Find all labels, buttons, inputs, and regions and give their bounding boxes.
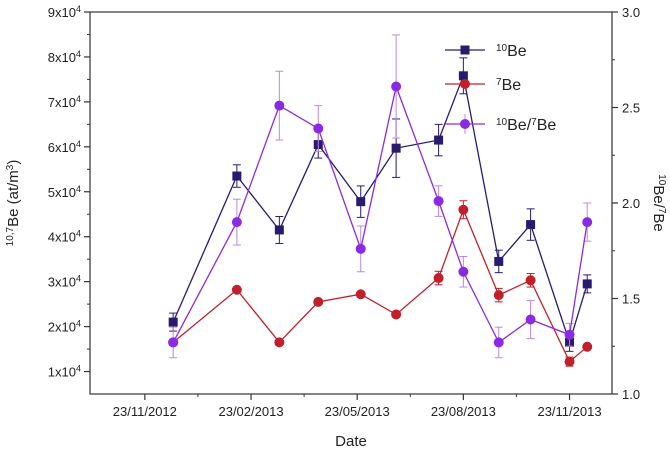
data-point <box>582 341 593 352</box>
data-point <box>168 337 179 348</box>
data-point <box>231 217 242 228</box>
series-1 <box>168 57 592 352</box>
legend-entry-2: 7Be <box>445 77 521 95</box>
series-3 <box>168 34 593 359</box>
y-left-tick-label: 6x104 <box>48 139 81 155</box>
y-right-tick-label: 3.0 <box>622 5 640 20</box>
series-2 <box>168 200 593 367</box>
data-point <box>274 337 285 348</box>
data-point <box>391 143 401 153</box>
data-point <box>494 256 504 266</box>
y-axis-left-title: 10,7Be (at/m3) <box>5 160 23 247</box>
plot-frame <box>89 11 613 395</box>
data-point <box>313 296 324 307</box>
data-point <box>458 266 469 277</box>
y-left-tick-label: 9x104 <box>48 4 81 20</box>
data-point <box>526 220 536 230</box>
x-axis-title: Date <box>335 433 367 450</box>
data-point <box>274 100 285 111</box>
y-right-tick-label: 1.0 <box>622 387 640 402</box>
legend-label: 10Be <box>496 43 527 61</box>
y-left-tick-label: 3x104 <box>48 274 81 290</box>
data-point <box>433 196 444 207</box>
x-tick-label: 23/05/2013 <box>325 404 390 419</box>
data-point <box>564 329 575 340</box>
x-tick-label: 23/08/2013 <box>431 404 496 419</box>
data-point <box>434 135 444 145</box>
y-axis-right-title: 10Be/7Be <box>650 174 668 232</box>
legend-marker <box>460 45 470 55</box>
legend-label: 10Be/7Be <box>496 117 556 135</box>
y-right-tick-label: 1.5 <box>622 292 640 307</box>
y-right-tick-label: 2.0 <box>622 196 640 211</box>
series-line <box>172 84 588 344</box>
data-point <box>458 71 468 81</box>
data-point <box>168 317 178 327</box>
data-point <box>313 123 324 134</box>
data-point <box>525 275 536 286</box>
data-point <box>391 81 402 92</box>
legend-marker <box>460 79 470 89</box>
y-left-tick-label: 5x104 <box>48 184 81 200</box>
data-point <box>564 356 575 367</box>
x-tick-label: 23/02/2013 <box>218 404 283 419</box>
data-point <box>582 217 593 228</box>
data-point <box>231 284 242 295</box>
legend-entry-3: 10Be/7Be <box>445 114 556 134</box>
y-left-tick-label: 7x104 <box>48 94 81 110</box>
data-point <box>274 225 284 235</box>
y-left-tick-label: 1x104 <box>48 364 81 380</box>
series-line <box>172 73 588 345</box>
data-point <box>356 197 366 207</box>
data-point <box>493 337 504 348</box>
y-left-tick-label: 4x104 <box>48 229 81 245</box>
y-left-tick-label: 2x104 <box>48 319 81 335</box>
data-point <box>493 290 504 301</box>
axis-ticks: 23/11/2012 23/02/2013 23/05/2013 23/08/2013… <box>48 4 640 419</box>
series-line <box>172 207 588 363</box>
data-point <box>355 243 366 254</box>
legend-entry-1: 10Be <box>445 43 527 61</box>
data-point <box>525 314 536 325</box>
x-tick-label: 23/11/2012 <box>113 404 177 419</box>
legend-label: 7Be <box>496 77 521 95</box>
y-right-tick-label: 2.5 <box>622 101 640 116</box>
x-tick-label: 23/11/2013 <box>537 404 601 419</box>
legend-marker <box>460 119 470 129</box>
y-left-tick-label: 8x104 <box>48 49 81 65</box>
data-point <box>232 171 242 181</box>
data-point <box>433 273 444 284</box>
data-point <box>582 279 592 289</box>
legend: 10Be 7Be 10Be/7Be <box>445 43 556 134</box>
series-layer <box>168 34 593 367</box>
data-point <box>355 289 366 300</box>
data-point <box>391 309 402 320</box>
data-point <box>458 204 469 215</box>
